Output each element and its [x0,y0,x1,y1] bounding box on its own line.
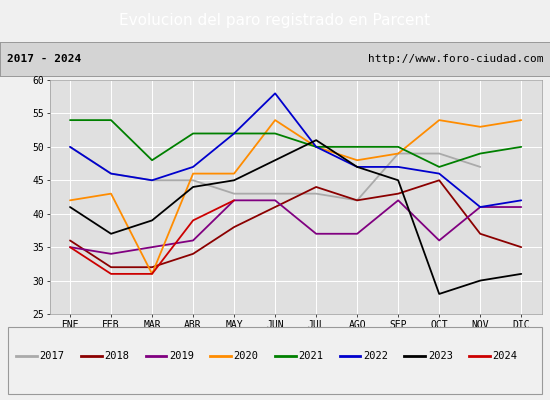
Text: Evolucion del paro registrado en Parcent: Evolucion del paro registrado en Parcent [119,14,431,28]
Text: 2022: 2022 [363,351,388,361]
FancyBboxPatch shape [8,327,542,394]
Text: 2017: 2017 [40,351,65,361]
Text: http://www.foro-ciudad.com: http://www.foro-ciudad.com [368,54,543,64]
Text: 2018: 2018 [104,351,129,361]
Text: 2021: 2021 [299,351,323,361]
Text: 2024: 2024 [492,351,518,361]
Text: 2017 - 2024: 2017 - 2024 [7,54,81,64]
Text: 2020: 2020 [234,351,258,361]
Text: 2023: 2023 [428,351,453,361]
Text: 2019: 2019 [169,351,194,361]
